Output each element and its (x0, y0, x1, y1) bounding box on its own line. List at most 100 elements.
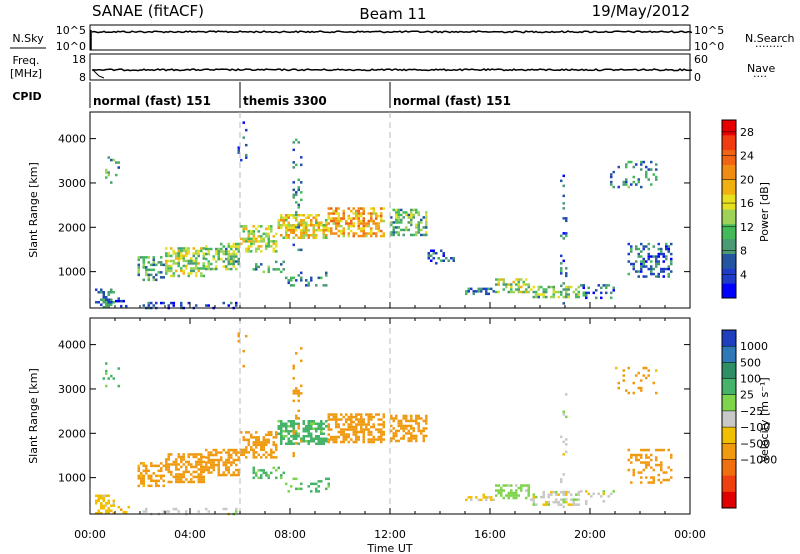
velocity-cell (227, 458, 230, 462)
power-cell (182, 254, 185, 258)
power-cell (640, 255, 643, 258)
velocity-cell (192, 475, 195, 479)
velocity-cell (285, 482, 288, 486)
power-cell (182, 257, 185, 260)
power-cell (302, 226, 305, 229)
power-cell (390, 221, 393, 224)
power-cell (347, 234, 350, 238)
velocity-cell (412, 427, 415, 430)
power-cell (642, 260, 645, 263)
power-cell (147, 273, 150, 277)
velocity-cell (235, 453, 238, 457)
nsky-left-tick-top: 10^5 (56, 24, 86, 37)
velocity-cell (352, 428, 355, 431)
velocity-cell (590, 495, 593, 498)
y-tick-label: 4000 (58, 339, 86, 352)
power-cell (372, 232, 375, 235)
velocity-cell (355, 415, 358, 419)
velocity-cell (265, 441, 268, 444)
velocity-cell (275, 469, 278, 472)
velocity-cell (252, 436, 255, 439)
power-cell (292, 161, 295, 164)
power-cell (360, 229, 363, 233)
velocity-cell (380, 433, 383, 436)
freq-trace (91, 68, 693, 72)
power-cell (592, 291, 595, 295)
power-cell (175, 262, 178, 265)
velocity-cell (345, 433, 348, 436)
velocity-cell (245, 448, 248, 452)
velocity-cell (650, 458, 653, 462)
velocity-cell (175, 465, 178, 469)
power-cell (662, 270, 665, 273)
power-cell (230, 252, 233, 256)
velocity-cell (280, 474, 283, 477)
power-cell (247, 247, 250, 251)
velocity-cell (417, 429, 420, 433)
velocity-cell (195, 465, 198, 469)
power-cell (300, 219, 303, 222)
power-cell (452, 257, 455, 260)
power-cell (200, 272, 203, 275)
velocity-cell (207, 468, 210, 472)
power-cell (197, 254, 200, 258)
power-cell (355, 209, 358, 213)
power-cell (492, 290, 495, 293)
velocity-cell (175, 463, 178, 466)
velocity-cell (212, 448, 215, 452)
power-cell (337, 219, 340, 223)
velocity-cell (597, 492, 600, 496)
velocity-cell (637, 471, 640, 474)
power-cell (370, 234, 373, 238)
power-cell (362, 207, 365, 210)
power-cell (632, 165, 635, 169)
velocity-cell (542, 490, 545, 494)
power-cell (250, 242, 253, 246)
power-cell (320, 221, 323, 224)
power-cell (357, 214, 360, 218)
velocity-cell (290, 442, 293, 445)
velocity-cell (547, 503, 550, 506)
velocity-cell (105, 362, 108, 365)
power-cell (407, 216, 410, 219)
power-cell (517, 280, 520, 284)
velocity-cell (660, 463, 663, 467)
velocity-cell (245, 456, 248, 459)
velocity-cell (182, 463, 185, 466)
velocity-cell (200, 458, 203, 461)
power-cell (640, 262, 643, 266)
power-cell (485, 290, 488, 293)
power-cell (362, 222, 365, 225)
velocity-cell (350, 420, 353, 424)
velocity-cell (217, 463, 220, 467)
velocity-cell (292, 377, 295, 380)
power-cell (445, 257, 448, 260)
header-beam: Beam 11 (359, 5, 426, 23)
power-cell (207, 247, 210, 251)
velocity-cell (392, 434, 395, 438)
power-cell (500, 278, 503, 281)
velocity-cell (142, 479, 145, 483)
velocity-cell (292, 429, 295, 433)
velocity-cell (195, 470, 198, 474)
power-cell (552, 295, 555, 299)
power-cell (625, 163, 628, 166)
power-cell (667, 247, 670, 251)
power-cell (645, 275, 648, 278)
velocity-cell (290, 420, 293, 423)
power-cell (670, 257, 673, 261)
power-cell (327, 217, 330, 220)
power-cell (442, 252, 445, 255)
velocity-cell (560, 498, 563, 501)
power-cell (102, 291, 105, 294)
power-cell (355, 232, 358, 235)
velocity-cell (562, 500, 565, 504)
power-cell (565, 274, 568, 278)
power-cell (647, 178, 650, 181)
velocity-cell (412, 437, 415, 440)
power-cell (287, 221, 290, 224)
velocity-cell (227, 461, 230, 464)
power-cell (230, 255, 233, 258)
velocity-cell (272, 443, 275, 447)
